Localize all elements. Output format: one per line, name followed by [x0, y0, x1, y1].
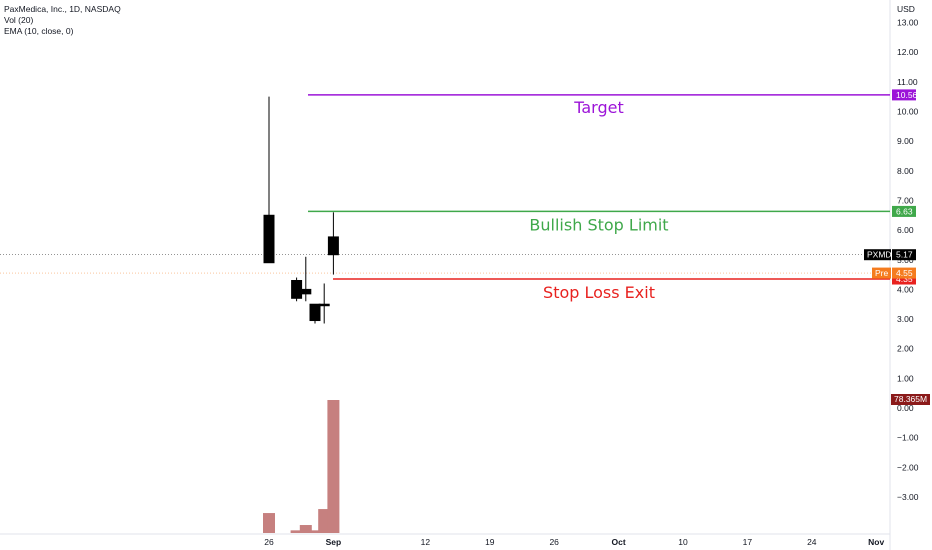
price-tick-label: −1.00	[897, 433, 919, 443]
price-tick-label: 12.00	[897, 47, 919, 57]
price-badge-label: 10.56	[896, 90, 918, 100]
price-tick-label: −2.00	[897, 462, 919, 472]
candle-body[interactable]	[300, 288, 312, 295]
level-annotation[interactable]: Bullish Stop Limit	[529, 215, 668, 234]
time-tick-label: Nov	[868, 537, 884, 547]
price-tick-label: 9.00	[897, 136, 914, 146]
time-tick-label: 10	[678, 537, 688, 547]
symbol-badge-label: PXMD	[867, 250, 892, 260]
volume-bar[interactable]	[299, 525, 312, 533]
price-tick-label: 3.00	[897, 314, 914, 324]
legend-ema[interactable]: EMA (10, close, 0)	[4, 26, 74, 36]
price-badge	[892, 273, 916, 285]
candle-body[interactable]	[291, 280, 303, 299]
price-tick-label: 8.00	[897, 166, 914, 176]
candle-body[interactable]	[263, 214, 275, 264]
volume-badge-label: 78.365M	[894, 394, 927, 404]
price-tick-label: 6.00	[897, 225, 914, 235]
level-annotation[interactable]: Target	[573, 98, 624, 117]
volume-bar[interactable]	[309, 530, 321, 533]
volume-bar[interactable]	[318, 509, 331, 533]
price-axis-currency: USD	[897, 4, 915, 14]
price-tick-label: 11.00	[897, 77, 918, 87]
legend-title[interactable]: PaxMedica, Inc., 1D, NASDAQ	[4, 4, 121, 14]
price-tick-label: 1.00	[897, 373, 914, 383]
time-tick-label: 17	[743, 537, 753, 547]
price-badge	[892, 89, 916, 101]
volume-badge	[891, 394, 930, 405]
volume-bar[interactable]	[263, 513, 275, 533]
candle-body[interactable]	[327, 236, 339, 256]
price-tick-label: 2.00	[897, 344, 914, 354]
time-tick-label: 24	[807, 537, 817, 547]
price-badge-label: 6.63	[896, 206, 913, 216]
volume-bar[interactable]	[290, 530, 303, 533]
price-badge-label: 4.35	[896, 274, 913, 284]
volume-bar[interactable]	[327, 400, 340, 533]
price-badge	[892, 205, 916, 217]
time-tick-label: 26	[549, 537, 559, 547]
pre-market-tag	[872, 267, 891, 279]
pre-market-badge	[892, 267, 916, 279]
chart-legend: PaxMedica, Inc., 1D, NASDAQ Vol (20) EMA…	[4, 4, 121, 37]
price-tick-label: 0.00	[897, 403, 914, 413]
candle-body[interactable]	[309, 303, 321, 322]
price-tick-label: 10.00	[897, 107, 919, 117]
symbol-badge	[864, 249, 891, 261]
time-tick-label: 26	[264, 537, 274, 547]
last-price-badge-label: 5.17	[896, 250, 913, 260]
pre-market-badge-label: 4.55	[896, 268, 913, 278]
time-tick-label: 19	[485, 537, 495, 547]
candle-body[interactable]	[318, 303, 330, 307]
legend-volume[interactable]: Vol (20)	[4, 15, 34, 25]
pre-market-tag-label: Pre	[875, 268, 889, 278]
level-annotation[interactable]: Stop Loss Exit	[543, 283, 655, 302]
price-tick-label: 4.00	[897, 284, 914, 294]
time-tick-label: Sep	[326, 537, 342, 547]
price-tick-label: 13.00	[897, 18, 919, 28]
time-tick-label: Oct	[612, 537, 626, 547]
time-tick-label: 12	[421, 537, 431, 547]
last-price-badge	[892, 249, 916, 261]
price-tick-label: 7.00	[897, 195, 914, 205]
price-tick-label: −3.00	[897, 492, 919, 502]
